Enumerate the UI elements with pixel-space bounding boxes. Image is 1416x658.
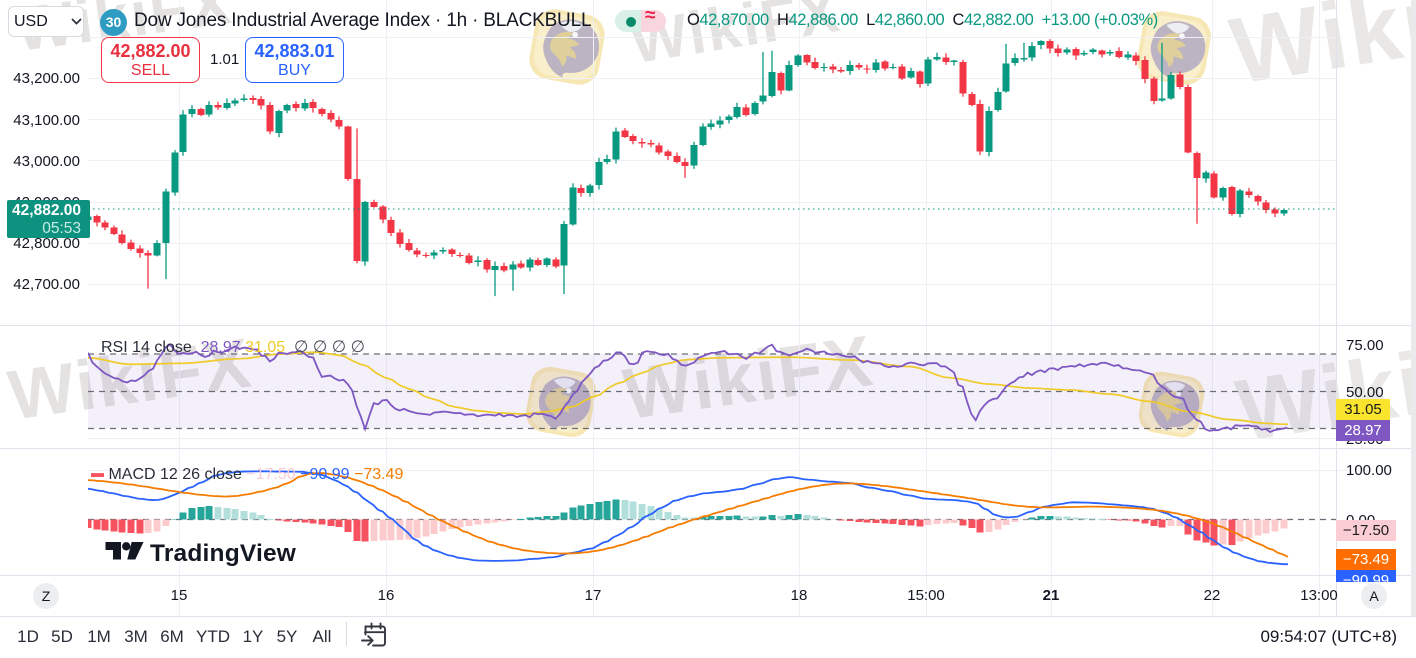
svg-text:TradingView: TradingView [150, 540, 297, 567]
